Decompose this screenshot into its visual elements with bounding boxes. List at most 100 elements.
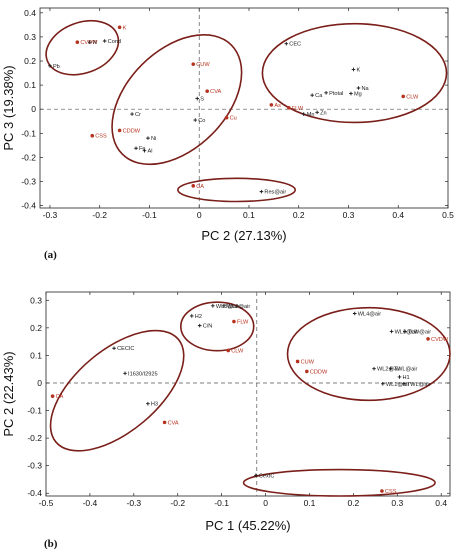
point-label: CVDW — [80, 40, 98, 46]
x-tick-label: -0.3 — [126, 498, 141, 508]
point-label: I1630/I2925 — [128, 371, 158, 377]
data-point — [402, 382, 406, 386]
panel-b-y-axis-label: PC 2 (22.43%) — [1, 351, 16, 436]
point-label: CSS — [385, 489, 397, 495]
data-point — [205, 89, 209, 93]
point-label: TWL@air — [394, 367, 418, 373]
data-point — [232, 319, 236, 324]
data-point — [142, 148, 147, 153]
point-label: WL4@air — [358, 312, 382, 318]
y-tick-label: -0.1 — [27, 406, 42, 416]
point-label: CUW — [196, 62, 210, 68]
data-point — [50, 394, 55, 399]
y-tick-label: -0.4 — [27, 488, 42, 498]
data-point — [295, 359, 300, 364]
point-label: H2 — [195, 314, 202, 320]
panel-b-y-ticks: -0.4 -0.3 -0.2 -0.1 0 0.1 0.2 0.3 — [27, 295, 450, 498]
x-tick-label: 0.4 — [392, 210, 404, 220]
point-label: Cr — [135, 112, 141, 118]
panel-a-reference-lines — [40, 8, 448, 208]
data-point — [380, 489, 384, 493]
y-tick-label: 0.1 — [24, 80, 36, 90]
cluster-ellipse — [49, 329, 185, 452]
y-tick-label: -0.2 — [27, 433, 42, 443]
point-label: K — [123, 25, 127, 31]
point-label: CLW — [406, 94, 419, 100]
y-tick-label: 0.2 — [24, 56, 36, 66]
point-label: CDDW — [310, 369, 328, 375]
point-label: CA — [56, 394, 64, 400]
point-label: CEC — [289, 42, 301, 48]
point-label: CUW — [301, 359, 315, 365]
panel-a-plot-frame — [39, 7, 449, 209]
y-tick-label: 0 — [31, 104, 36, 114]
cluster-ellipse — [242, 468, 436, 497]
data-point — [286, 105, 291, 110]
data-point — [389, 329, 394, 334]
data-point — [211, 303, 215, 308]
x-tick-label: 0.2 — [293, 210, 305, 220]
panel-a-y-axis-label: PC 3 (19.38%) — [1, 65, 16, 150]
data-point — [401, 94, 406, 99]
data-point — [259, 189, 264, 194]
data-point — [269, 103, 274, 107]
data-point — [191, 184, 196, 188]
point-label: FLW — [292, 106, 304, 112]
data-point — [372, 366, 376, 371]
cluster-ellipse — [261, 22, 448, 124]
point-label: CexIC — [259, 473, 275, 479]
point-label: CLW — [231, 348, 244, 354]
x-tick-label: -0.1 — [142, 210, 157, 220]
data-point — [193, 118, 198, 122]
data-point — [402, 329, 407, 334]
y-tick-label: -0.1 — [21, 128, 36, 138]
y-tick-label: -0.2 — [21, 152, 36, 162]
point-label: H1 — [403, 375, 410, 381]
data-point — [191, 62, 196, 66]
point-label: K — [356, 67, 360, 73]
point-label: Mn — [307, 112, 315, 118]
data-point — [195, 96, 200, 101]
x-tick-label: 0.2 — [347, 498, 359, 508]
data-point — [388, 366, 393, 371]
y-tick-label: -0.3 — [21, 176, 36, 186]
panel-a-x-axis-label: PC 2 (27.13%) — [201, 228, 286, 243]
x-tick-label: -0.3 — [43, 210, 58, 220]
data-point — [351, 67, 356, 72]
cluster-ellipse — [177, 177, 297, 203]
panel-b-points: CACECICI1630/I2925H3CVAWL3@airWL2@airH2F… — [50, 303, 449, 495]
panel-a-y-ticks: -0.4 -0.3 -0.2 -0.1 0 0.1 0.2 0.3 0.4 — [21, 8, 448, 211]
point-label: FLW — [237, 319, 249, 325]
x-tick-label: 0.3 — [343, 210, 355, 220]
data-point — [134, 146, 138, 151]
point-label: TLW@air — [408, 329, 431, 335]
panel-b-plot-frame — [45, 291, 451, 497]
point-label: Res@air — [264, 190, 286, 196]
panel-b-x-axis-label: PC 1 (45.22%) — [205, 518, 290, 533]
data-point — [226, 348, 231, 353]
data-point — [48, 64, 52, 68]
y-tick-label: 0.2 — [30, 323, 42, 333]
point-label: WL1@air — [386, 382, 410, 388]
cluster-ellipse — [45, 19, 120, 76]
point-label: Al — [147, 149, 152, 155]
data-point — [352, 311, 357, 316]
data-point — [310, 93, 314, 98]
x-tick-label: 0.1 — [304, 498, 316, 508]
data-point — [130, 112, 134, 116]
data-point — [324, 91, 328, 95]
point-label: Ptotal — [329, 91, 343, 97]
point-label: N — [93, 40, 97, 46]
data-point — [75, 40, 80, 45]
y-tick-label: 0.4 — [24, 8, 36, 18]
point-label: WL2@air — [227, 304, 251, 310]
point-label: CSS — [95, 134, 107, 140]
point-label: CVDW — [431, 337, 449, 343]
point-label: CVA — [168, 420, 179, 426]
point-label: CDDW — [123, 128, 141, 134]
panel-b: -0.5 -0.4 -0.3 -0.2 -0.1 0 0.1 0.2 0.3 0.4 -0.4-0… — [1, 291, 451, 550]
panel-a-ellipses — [45, 19, 448, 203]
x-tick-label: 0.5 — [442, 210, 454, 220]
panel-a-label: (a) — [44, 249, 57, 261]
